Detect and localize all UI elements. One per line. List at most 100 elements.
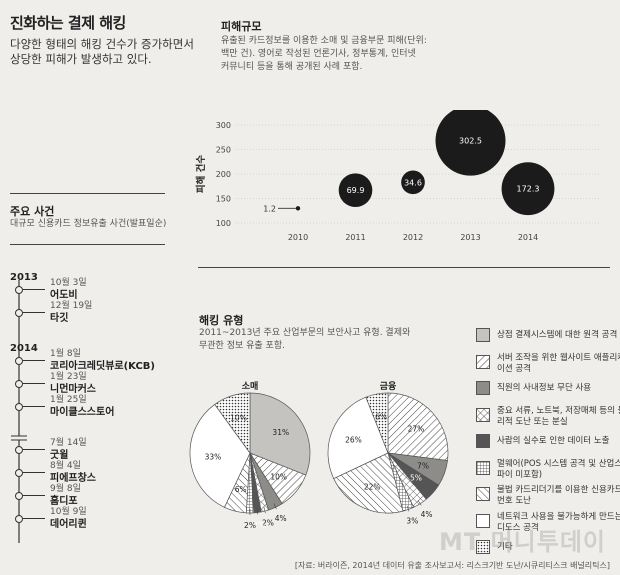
y-tick-label: 300 xyxy=(216,121,231,130)
events-bottom-rule xyxy=(10,244,165,245)
pie-slice-label: 27% xyxy=(408,424,425,433)
hacking-desc-line: 무관한 정보 유출 포함. xyxy=(199,341,285,351)
pie-slice-label: 6% xyxy=(235,485,247,494)
legend-label: 멀웨어(POS 시스템 공격 및 산업스파이 미포함) xyxy=(497,458,620,480)
hacking-section-title: 해킹 유형 xyxy=(199,314,244,327)
event-name: 굿윌 xyxy=(50,450,69,461)
bubble xyxy=(435,110,506,176)
timeline-dot xyxy=(15,492,23,500)
x-tick-label: 2012 xyxy=(403,233,423,242)
page-title: 진화하는 결제 해킹 xyxy=(10,14,126,32)
timeline-connector xyxy=(23,449,45,450)
events-top-rule xyxy=(10,193,165,194)
event-date: 1월 8일 xyxy=(50,349,81,359)
timeline-connector xyxy=(23,360,45,361)
bubble xyxy=(401,170,425,195)
event-date: 9월 8일 xyxy=(50,484,81,494)
bubble xyxy=(338,173,373,207)
y-tick-label: 100 xyxy=(216,219,231,228)
pie-slice-label: 4% xyxy=(421,510,433,519)
timeline-connector xyxy=(23,289,45,290)
legend-swatch xyxy=(476,354,490,369)
event-name: 홈디포 xyxy=(50,496,78,507)
legend-label: 상점 결제시스템에 대한 원격 공격 xyxy=(497,330,618,340)
pie-slice-label: 2% xyxy=(253,520,265,529)
bubble-chart: 100 150 200 250 300 피해 건수 1.2 2010 69.9 2011 34.6 2… xyxy=(195,110,600,242)
events-section-title: 주요 사건 xyxy=(10,205,55,218)
y-axis-label: 피해 건수 xyxy=(195,155,207,194)
legend-swatch xyxy=(476,381,490,395)
legend-label: 직원의 사내정보 무단 사용 xyxy=(497,383,592,393)
bubble-value-label: 34.6 xyxy=(404,178,422,187)
bubble xyxy=(501,162,555,216)
legend-swatch xyxy=(476,328,490,342)
y-tick-label: 150 xyxy=(216,195,231,204)
damage-section-title: 피해규모 xyxy=(221,20,262,33)
pie-slice xyxy=(365,392,389,454)
legend-swatch xyxy=(476,434,490,448)
bubble xyxy=(295,206,301,211)
pie-slice-label: 31% xyxy=(272,428,289,437)
pie-leader-line xyxy=(273,503,277,510)
pie-slice-label: 6% xyxy=(375,412,387,421)
timeline-connector xyxy=(23,472,45,473)
bubble-value-label: 69.9 xyxy=(347,186,365,195)
pie-slice xyxy=(327,396,389,480)
legend-swatch xyxy=(476,460,490,475)
event-date: 1월 23일 xyxy=(50,372,87,382)
event-name: 데어리퀸 xyxy=(50,519,87,530)
timeline-year: 2013 xyxy=(10,272,38,283)
damage-desc-line: 커뮤니티 등을 통해 공개된 사례 포함. xyxy=(221,62,363,72)
bubble-value-label: 172.3 xyxy=(517,185,540,194)
event-date: 1월 25일 xyxy=(50,395,87,405)
pie-slice-label: 7% xyxy=(417,462,429,471)
pie-slice-label: 4% xyxy=(275,514,287,523)
legend-label: 불법 카드리더기를 이용한 신용카드 번호 도난 xyxy=(497,485,620,506)
pie-title: 소매 xyxy=(242,380,259,392)
pie-slice-label: 3% xyxy=(406,517,418,526)
pie-slice-label: 2% xyxy=(262,519,274,528)
timeline-year: 2014 xyxy=(10,343,38,354)
pie-slice-label: 5% xyxy=(410,474,422,483)
damage-desc-line: 유출된 카드정보를 이용한 소매 및 금융부문 피해(단위: xyxy=(221,36,427,46)
pie-leader-line xyxy=(256,508,259,515)
legend-label: 서버 조작을 위한 웹사이트 애플리케이션 공격 xyxy=(497,352,620,374)
pie-title: 금융 xyxy=(380,381,397,392)
pie-leader-line xyxy=(263,507,266,514)
event-date: 12월 19일 xyxy=(50,301,93,311)
source-note: [자료: 버라이즌, 2014년 데이터 유출 조사보고서: 리스크기반 도난/… xyxy=(294,561,610,570)
event-name: 니먼마커스 xyxy=(50,384,96,395)
pie-slice-label: 2% xyxy=(244,521,256,530)
legend-label: 중요 서류, 노트북, 저장매체 등의 물리적 도난 또는 분실 xyxy=(497,405,620,427)
timeline-connector xyxy=(23,383,45,384)
legend-swatch xyxy=(476,407,490,422)
pie-slice-label: 10% xyxy=(230,414,247,423)
event-name: 피에프창스 xyxy=(50,473,96,484)
damage-section-desc: 유출된 카드정보를 이용한 소매 및 금융부문 피해(단위: 백만 건). 영어… xyxy=(221,35,427,74)
event-name: 타깃 xyxy=(50,313,69,324)
pie-leader-line xyxy=(417,500,422,506)
timeline-dot xyxy=(15,403,23,411)
x-tick-label: 2011 xyxy=(345,233,365,242)
timeline-connector xyxy=(23,312,45,313)
event-name: 마이클스스토어 xyxy=(50,407,115,418)
timeline-dot xyxy=(15,309,23,317)
pie-slice xyxy=(387,392,449,461)
legend-swatch xyxy=(476,513,490,528)
pie-charts: 소매31%10%4%2%2%2%6%33%10%금융27%7%5%4%3%22%… xyxy=(189,380,449,530)
damage-desc-line: 백만 건). 영어로 작성된 언론기사, 정부통계, 인터넷 xyxy=(221,49,416,59)
hacking-section-desc: 2011~2013년 주요 산업부문의 보안사고 유형. 결제와 무관한 정보 … xyxy=(199,327,410,353)
timeline-connector xyxy=(23,495,45,496)
event-date: 10월 9일 xyxy=(50,507,87,517)
pie-slice xyxy=(214,392,251,455)
pie-slice-label: 26% xyxy=(345,435,362,444)
legend-swatch xyxy=(476,487,490,501)
pie-slice xyxy=(249,392,311,476)
pie-slice xyxy=(333,452,404,514)
timeline-dot xyxy=(15,515,23,523)
legend-label: 기타 xyxy=(497,542,513,552)
page-subtitle: 다양한 형태의 해킹 건수가 증가하면서 상당한 피해가 발생하고 있다. xyxy=(10,37,194,66)
hacking-desc-line: 2011~2013년 주요 산업부문의 보안사고 유형. 결제와 xyxy=(199,328,411,338)
event-name: 코리아크레딧뷰로(KCB) xyxy=(50,361,156,372)
pie-slice-label: 10% xyxy=(270,473,287,482)
